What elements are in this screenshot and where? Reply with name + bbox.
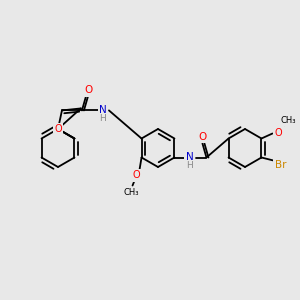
Text: Br: Br xyxy=(275,160,286,170)
Text: O: O xyxy=(274,128,282,137)
Text: H: H xyxy=(186,161,193,170)
Text: CH₃: CH₃ xyxy=(281,116,296,125)
Text: N: N xyxy=(99,105,107,116)
Text: O: O xyxy=(54,124,62,134)
Text: H: H xyxy=(100,114,106,123)
Text: O: O xyxy=(198,131,207,142)
Text: CH₃: CH₃ xyxy=(124,188,139,197)
Text: O: O xyxy=(133,170,140,181)
Text: N: N xyxy=(186,152,193,163)
Text: O: O xyxy=(85,85,93,95)
